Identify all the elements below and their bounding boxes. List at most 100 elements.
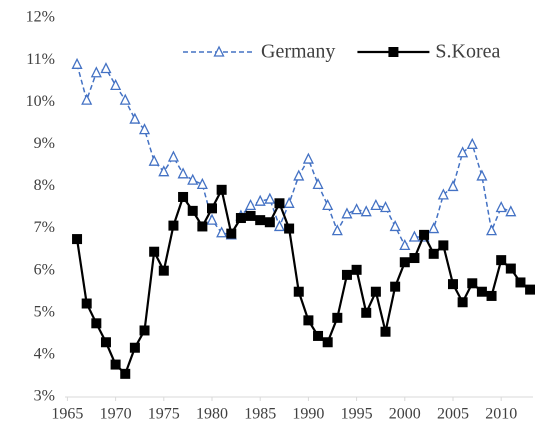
x-tick-label: 2010 — [485, 406, 517, 423]
data-point — [341, 207, 353, 219]
data-point — [71, 57, 83, 69]
data-point — [496, 255, 507, 266]
data-point — [206, 213, 218, 225]
series-line — [75, 186, 531, 376]
data-point — [216, 184, 227, 195]
x-tick-label: 1995 — [341, 406, 373, 423]
data-point — [119, 93, 131, 105]
data-point — [187, 173, 199, 185]
y-tick-label: 11% — [26, 51, 55, 68]
data-point — [341, 269, 352, 280]
data-point — [437, 188, 449, 200]
data-point — [138, 123, 151, 135]
data-point — [466, 137, 478, 149]
data-point — [196, 177, 208, 189]
y-tick-label: 6% — [34, 261, 55, 278]
data-point — [505, 263, 516, 274]
data-point — [274, 198, 285, 209]
data-point — [380, 326, 391, 337]
series-line — [76, 64, 512, 247]
data-point — [90, 66, 102, 78]
data-point — [245, 210, 256, 221]
data-point — [216, 226, 228, 238]
data-point — [428, 248, 439, 259]
data-point — [457, 297, 468, 308]
y-tick-label: 8% — [34, 177, 55, 194]
data-point — [476, 169, 488, 181]
x-tick-label: 1990 — [292, 406, 324, 423]
x-tick-label: 1965 — [51, 406, 83, 423]
y-tick-label: 9% — [34, 135, 55, 152]
data-point — [167, 150, 179, 162]
data-point — [293, 286, 304, 297]
data-point — [419, 229, 430, 240]
data-point — [379, 201, 392, 213]
data-point — [447, 179, 459, 192]
data-point — [312, 177, 324, 189]
legend-marker — [388, 47, 399, 57]
data-point — [409, 253, 420, 264]
data-point — [525, 284, 535, 295]
data-point — [303, 315, 314, 326]
data-point — [331, 224, 343, 236]
data-point — [293, 169, 305, 181]
data-point — [313, 330, 324, 341]
data-point — [399, 238, 411, 251]
data-point — [100, 62, 112, 74]
x-tick-label: 2000 — [389, 406, 421, 423]
data-point — [139, 325, 150, 336]
data-point — [110, 359, 121, 370]
data-point — [284, 223, 295, 234]
y-tick-label: 5% — [34, 303, 55, 320]
data-point — [361, 307, 372, 318]
data-point — [390, 281, 401, 292]
data-point — [72, 234, 83, 245]
data-point — [389, 219, 401, 232]
data-point — [302, 152, 314, 164]
legend-marker — [213, 45, 225, 57]
x-tick-label: 1970 — [100, 406, 132, 423]
data-point — [91, 318, 102, 329]
data-point — [438, 240, 449, 251]
data-point — [399, 257, 410, 268]
data-point — [264, 192, 276, 204]
legend-label: Germany — [261, 41, 335, 63]
data-point — [447, 279, 458, 290]
data-point — [187, 205, 198, 216]
data-point — [505, 205, 517, 217]
data-point — [100, 337, 111, 348]
x-tick-label: 2005 — [437, 406, 469, 423]
data-point — [197, 221, 208, 232]
data-point — [158, 165, 170, 177]
data-point — [129, 342, 140, 353]
data-point — [178, 191, 189, 202]
y-tick-label: 7% — [34, 219, 55, 236]
y-tick-label: 3% — [34, 388, 55, 405]
y-tick-label: 12% — [26, 9, 55, 26]
data-point — [467, 278, 478, 289]
data-point — [81, 93, 93, 105]
data-point — [129, 112, 141, 124]
data-point — [457, 146, 469, 158]
data-point — [283, 196, 295, 208]
data-point — [148, 154, 160, 166]
data-point — [495, 201, 507, 213]
data-point — [515, 277, 526, 288]
data-point — [351, 264, 362, 275]
data-point — [428, 222, 440, 234]
x-tick-label: 1985 — [244, 406, 276, 423]
data-point — [370, 286, 381, 297]
y-tick-label: 4% — [34, 346, 55, 363]
data-point — [264, 217, 275, 228]
x-tick-label: 1980 — [196, 406, 228, 423]
data-point — [245, 198, 257, 211]
data-point — [226, 228, 237, 239]
data-point — [476, 286, 487, 297]
data-point — [81, 298, 92, 309]
data-point — [360, 205, 372, 217]
data-point — [120, 368, 131, 379]
data-point — [255, 215, 266, 226]
data-point — [158, 265, 169, 276]
